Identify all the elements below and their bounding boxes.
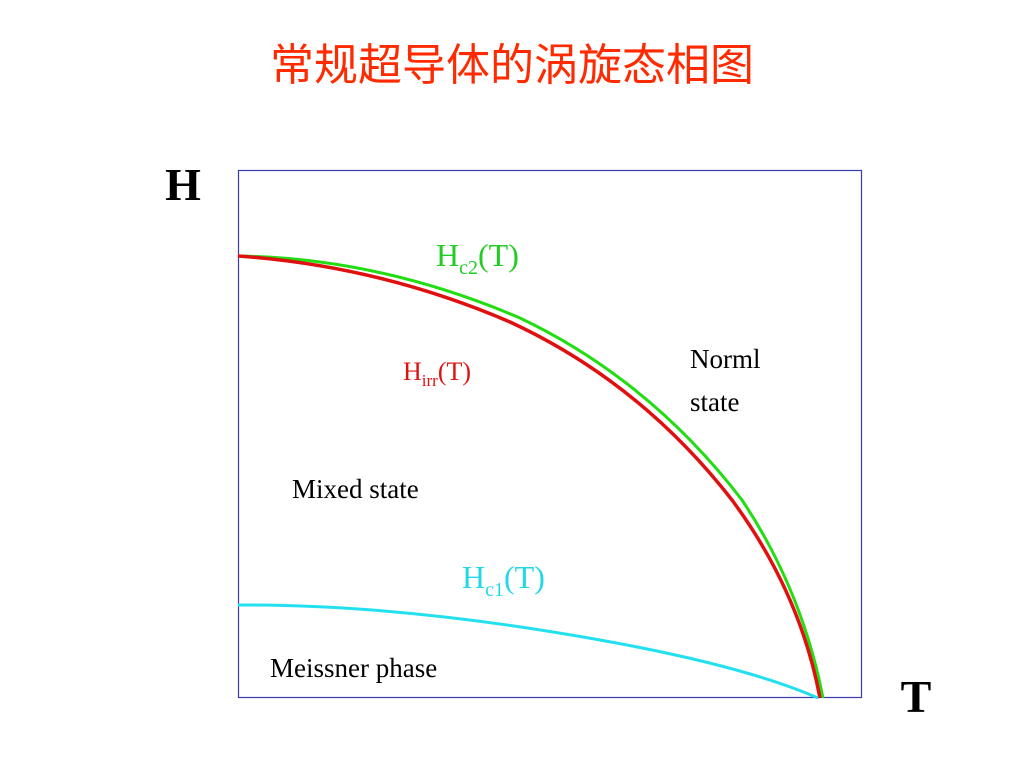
mixed-state-label: Mixed state	[292, 474, 419, 504]
x-axis-label: T	[901, 671, 932, 722]
normal-state-line: Norml	[690, 344, 761, 374]
label-main: H	[403, 357, 422, 386]
title: 常规超导体的涡旋态相图	[270, 40, 754, 91]
label-tail: (T)	[438, 357, 471, 386]
hc1-label: Hc1(T)	[462, 559, 545, 601]
hc2-curve	[237, 254, 825, 699]
y-axis-label: H	[165, 159, 201, 210]
hirr-label: Hirr(T)	[403, 357, 471, 390]
hc1-curve	[237, 603, 819, 700]
hirr-curve	[237, 254, 822, 699]
label-tail: (T)	[478, 237, 519, 273]
meissner-label: Meissner phase	[270, 653, 437, 683]
plot-frame	[237, 169, 863, 699]
label-sub: c2	[459, 257, 478, 279]
label-sub: c1	[485, 579, 504, 601]
label-main: H	[462, 559, 485, 595]
normal-state-line: state	[690, 387, 739, 417]
hc2-label: Hc2(T)	[436, 237, 519, 279]
label-sub: irr	[422, 371, 438, 390]
label-tail: (T)	[504, 559, 545, 595]
label-main: H	[436, 237, 459, 273]
